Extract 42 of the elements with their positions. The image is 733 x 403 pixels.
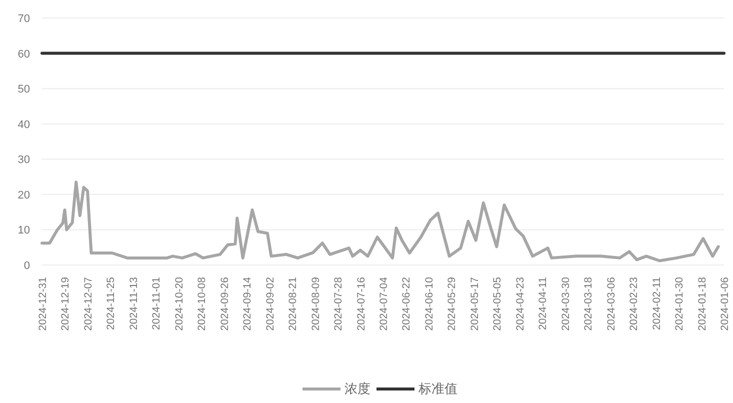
x-tick-label: 2024-07-04 — [378, 276, 390, 331]
x-tick-label: 2024-09-02 — [264, 276, 276, 331]
x-tick-label: 2024-02-23 — [628, 276, 640, 331]
x-tick-label: 2024-02-11 — [650, 276, 663, 330]
x-tick-label: 2024-05-29 — [446, 276, 458, 331]
legend-label: 浓度 — [344, 381, 370, 396]
x-tick-label: 2024-03-06 — [605, 276, 618, 331]
x-tick-label: 2024-08-09 — [310, 276, 322, 331]
x-tick-label: 2024-01-06 — [719, 276, 731, 331]
line-series — [40, 180, 720, 262]
x-tick-label: 2024-07-16 — [355, 276, 368, 331]
y-tick-label: 60 — [18, 48, 30, 60]
x-tick-label: 2024-12-31 — [37, 276, 49, 331]
y-tick-label: 20 — [18, 189, 30, 202]
y-tick-label: 40 — [18, 118, 30, 131]
x-tick-label: 2024-10-20 — [173, 276, 186, 331]
y-tick-label: 30 — [18, 154, 30, 166]
x-tick-label: 2024-06-10 — [423, 276, 436, 331]
x-tick-label: 2024-01-30 — [674, 276, 686, 331]
x-tick-label: 2024-03-18 — [582, 276, 595, 331]
x-tick-label: 2024-07-28 — [332, 276, 345, 331]
x-tick-label: 2024-08-21 — [287, 276, 300, 331]
legend-label: 标准值 — [418, 381, 458, 396]
y-tick-label: 0 — [24, 260, 30, 272]
x-tick-label: 2024-04-23 — [514, 276, 526, 331]
x-tick-label: 2024-11-25 — [105, 276, 118, 330]
x-tick-label: 2024-09-26 — [218, 276, 231, 331]
x-tick-label: 2024-01-18 — [696, 276, 708, 331]
x-tick-label: 2024-10-08 — [196, 276, 208, 331]
x-tick-label: 2024-04-11 — [537, 276, 550, 330]
x-tick-label: 2024-05-05 — [492, 276, 504, 331]
x-tick-label: 2024-11-01 — [150, 276, 163, 330]
x-tick-label: 2024-03-30 — [560, 276, 572, 331]
x-tick-label: 2024-11-13 — [128, 276, 140, 330]
x-tick-label: 2024-05-17 — [468, 276, 481, 331]
x-tick-label: 2024-12-07 — [82, 276, 94, 331]
x-tick-label: 2024-12-19 — [60, 276, 72, 331]
y-tick-label: 50 — [18, 84, 30, 96]
x-tick-label: 2024-09-14 — [242, 276, 254, 331]
y-tick-label: 10 — [18, 224, 30, 237]
y-tick-label: 70 — [18, 13, 30, 25]
x-tick-label: 2024-06-22 — [400, 276, 413, 331]
